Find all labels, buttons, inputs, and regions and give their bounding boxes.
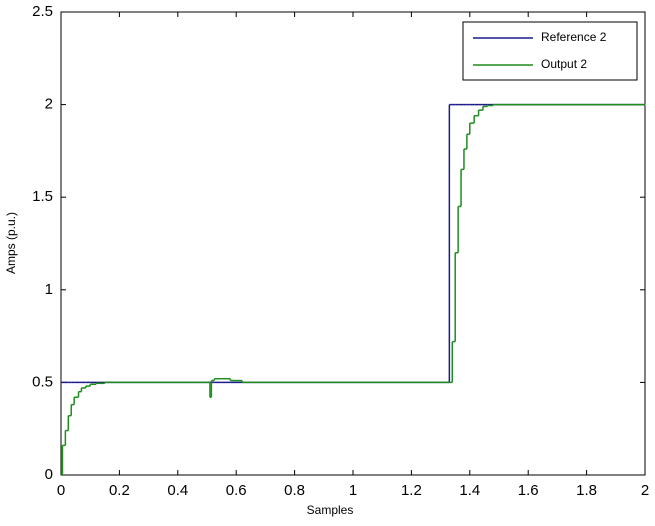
y-tick-label: 0.5 bbox=[32, 373, 53, 390]
x-axis-label: Samples bbox=[307, 503, 354, 517]
plot-frame bbox=[60, 11, 646, 476]
y-tick-label: 2.5 bbox=[32, 3, 53, 20]
x-tick-label: 0.2 bbox=[109, 482, 130, 499]
x-tick-label: 1 bbox=[349, 482, 357, 499]
x-tick-label: 1.2 bbox=[401, 482, 422, 499]
y-tick-label: 1 bbox=[45, 281, 53, 298]
x-tick-label: 0 bbox=[57, 482, 65, 499]
y-tick-label: 0 bbox=[45, 466, 53, 483]
x-tick-label: 0.8 bbox=[284, 482, 305, 499]
legend-label: Output 2 bbox=[541, 57, 587, 71]
legend-label: Reference 2 bbox=[541, 30, 607, 44]
x-tick-label: 1.8 bbox=[576, 482, 597, 499]
x-tick-label: 1.4 bbox=[459, 482, 480, 499]
x-tick-label: 0.6 bbox=[226, 482, 247, 499]
x-tick-label: 2 bbox=[641, 482, 649, 499]
x-tick-label: 1.6 bbox=[518, 482, 539, 499]
legend-box bbox=[462, 21, 638, 81]
y-tick-label: 2 bbox=[45, 96, 53, 113]
y-axis-label: Amps (p.u.) bbox=[4, 212, 18, 274]
y-tick-label: 1.5 bbox=[32, 188, 53, 205]
x-tick-label: 0.4 bbox=[167, 482, 188, 499]
